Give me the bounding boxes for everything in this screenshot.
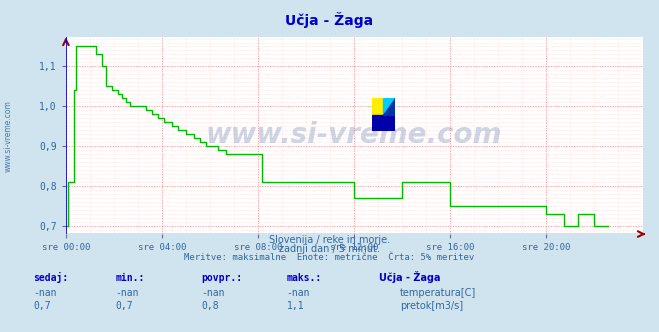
Text: www.si-vreme.com: www.si-vreme.com	[4, 100, 13, 172]
Text: 0,7: 0,7	[33, 301, 51, 311]
Text: Meritve: maksimalne  Enote: metrične  Črta: 5% meritev: Meritve: maksimalne Enote: metrične Črta…	[185, 253, 474, 262]
Text: pretok[m3/s]: pretok[m3/s]	[400, 301, 463, 311]
Text: 1,1: 1,1	[287, 301, 304, 311]
Text: Slovenija / reke in morje.: Slovenija / reke in morje.	[269, 235, 390, 245]
Text: -nan: -nan	[115, 288, 139, 298]
Bar	[372, 115, 395, 131]
Bar	[372, 98, 383, 115]
Text: povpr.:: povpr.:	[201, 273, 242, 283]
Text: 0,7: 0,7	[115, 301, 133, 311]
Text: -nan: -nan	[287, 288, 310, 298]
Text: temperatura[C]: temperatura[C]	[400, 288, 476, 298]
Text: www.si-vreme.com: www.si-vreme.com	[206, 121, 502, 149]
Text: zadnji dan / 5 minut.: zadnji dan / 5 minut.	[279, 244, 380, 254]
Bar	[383, 98, 395, 115]
Polygon shape	[383, 98, 395, 115]
Text: -nan: -nan	[201, 288, 225, 298]
Text: -nan: -nan	[33, 288, 57, 298]
Text: Učja - Žaga: Učja - Žaga	[379, 271, 440, 283]
Text: Učja - Žaga: Učja - Žaga	[285, 12, 374, 28]
Text: maks.:: maks.:	[287, 273, 322, 283]
Text: min.:: min.:	[115, 273, 145, 283]
Text: 0,8: 0,8	[201, 301, 219, 311]
Text: sedaj:: sedaj:	[33, 272, 68, 283]
